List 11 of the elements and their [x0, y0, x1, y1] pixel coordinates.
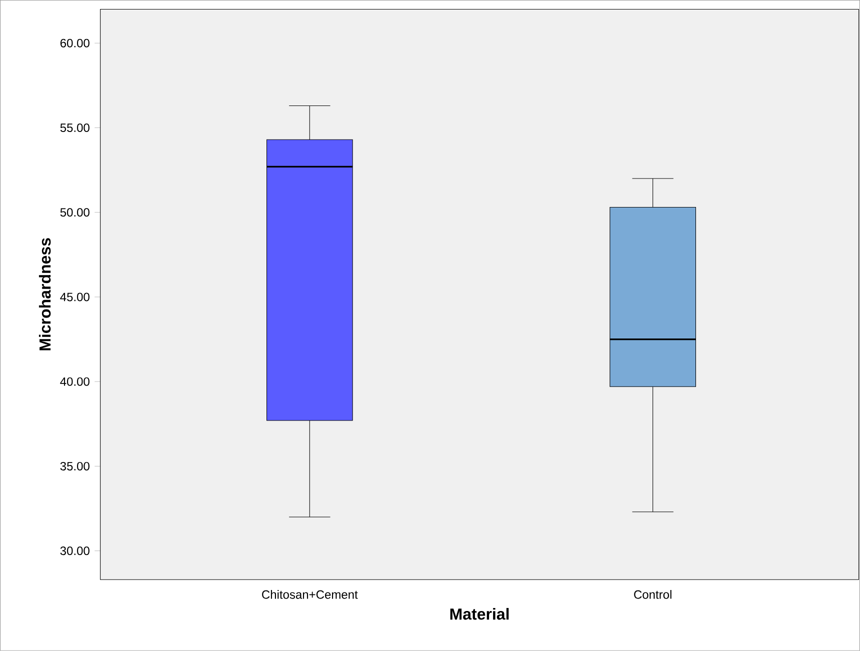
y-tick-label: 30.00 [60, 546, 90, 556]
x-axis-title: Material [450, 608, 509, 620]
y-tick-label: 55.00 [60, 124, 90, 132]
y-tick-label: 60.00 [60, 38, 90, 48]
y-tick-label: 35.00 [60, 462, 90, 471]
y-tick-label: 45.00 [60, 292, 90, 302]
y-tick-label: 40.00 [60, 377, 90, 386]
y-tick-label: 50.00 [60, 208, 90, 217]
x-tick-label: Control [634, 590, 672, 599]
y-axis-title: Microhardness [38, 238, 51, 350]
x-tick-label: Chitosan+Cement [262, 590, 358, 599]
